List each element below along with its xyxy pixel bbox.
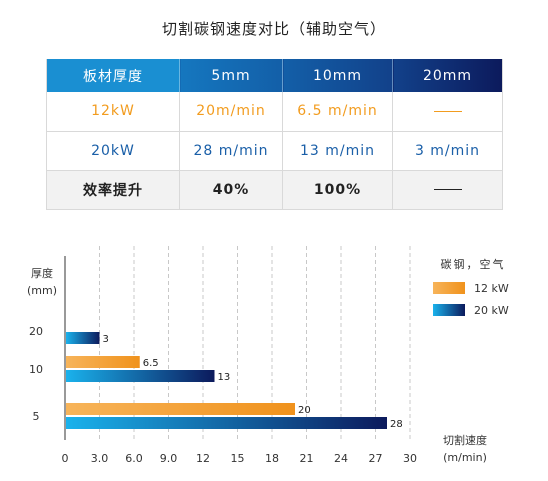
header-cell: 10mm bbox=[282, 59, 393, 92]
row-label: 20kW bbox=[46, 131, 180, 171]
bar bbox=[66, 332, 100, 344]
bar-value-label: 28 bbox=[390, 419, 403, 430]
y-tick-label: 5 bbox=[33, 410, 40, 423]
bar-value-label: 13 bbox=[218, 372, 231, 383]
comparison-table: 板材厚度 5mm 10mm 20mm 12kW 20m/min 6.5 m/mi… bbox=[46, 59, 503, 210]
header-cell: 5mm bbox=[179, 59, 283, 92]
table-cell: 20m/min bbox=[179, 92, 283, 132]
y-tick-label: 10 bbox=[29, 363, 43, 376]
table-cell: 13 m/min bbox=[282, 131, 393, 171]
bar bbox=[66, 403, 295, 415]
x-tick-label: 15 bbox=[231, 452, 245, 465]
legend-label-12kw: 12 kW bbox=[474, 282, 509, 295]
bar-value-label: 3 bbox=[103, 334, 109, 345]
bar bbox=[66, 356, 140, 368]
bar-value-label: 6.5 bbox=[143, 358, 159, 369]
x-tick-label: 24 bbox=[334, 452, 348, 465]
table-cell: 100% bbox=[282, 170, 393, 210]
legend-title: 碳钢，空气 bbox=[441, 257, 506, 271]
legend-label-20kw: 20 kW bbox=[474, 304, 509, 317]
y-tick-label: 20 bbox=[29, 325, 43, 338]
x-tick-label: 12 bbox=[196, 452, 210, 465]
bar bbox=[66, 417, 387, 429]
row-label: 12kW bbox=[46, 92, 180, 132]
table-header-row: 板材厚度 5mm 10mm 20mm bbox=[46, 59, 503, 92]
x-tick-label: 0 bbox=[62, 452, 69, 465]
bar-value-label: 20 bbox=[298, 405, 311, 416]
x-tick-label: 6.0 bbox=[125, 452, 143, 465]
table-cell: 40% bbox=[179, 170, 283, 210]
x-tick-label: 18 bbox=[265, 452, 279, 465]
empty-cell-dash bbox=[392, 170, 503, 210]
x-tick-label: 30 bbox=[403, 452, 417, 465]
x-axis-label-line2: (m/min) bbox=[443, 451, 487, 464]
x-tick-label: 9.0 bbox=[160, 452, 178, 465]
header-cell: 板材厚度 bbox=[46, 59, 180, 92]
x-tick-label: 21 bbox=[300, 452, 314, 465]
legend-swatch-12kw bbox=[433, 282, 465, 294]
table-cell: 28 m/min bbox=[179, 131, 283, 171]
empty-cell-dash bbox=[392, 92, 503, 132]
table-row: 12kW 20m/min 6.5 m/min bbox=[46, 92, 503, 132]
legend-swatch-20kw bbox=[433, 304, 465, 316]
table-row: 效率提升 40% 100% bbox=[46, 170, 503, 210]
bar bbox=[66, 370, 215, 382]
table-cell: 3 m/min bbox=[392, 131, 503, 171]
x-axis-label-line1: 切割速度 bbox=[443, 433, 487, 447]
table-cell: 6.5 m/min bbox=[282, 92, 393, 132]
x-tick-label: 3.0 bbox=[91, 452, 109, 465]
x-tick-label: 27 bbox=[369, 452, 383, 465]
table-row: 20kW 28 m/min 13 m/min 3 m/min bbox=[46, 131, 503, 171]
y-axis-label-line1: 厚度 bbox=[31, 266, 53, 280]
y-axis-label-line2: (mm) bbox=[27, 284, 57, 297]
page-title: 切割碳钢速度对比（辅助空气） bbox=[161, 20, 386, 38]
row-label: 效率提升 bbox=[46, 170, 180, 210]
header-cell: 20mm bbox=[392, 59, 503, 92]
